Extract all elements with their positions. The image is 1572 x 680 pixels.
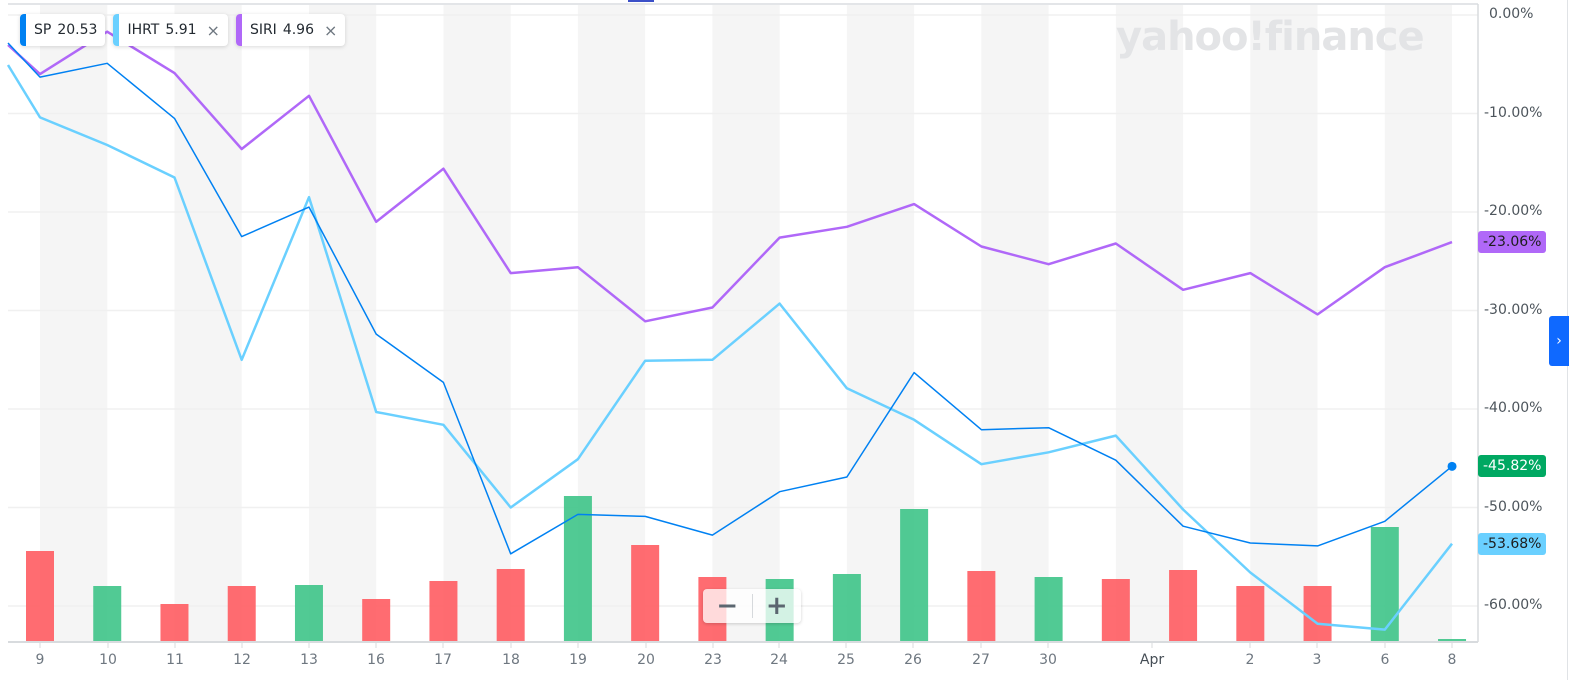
expand-panel-button[interactable]: ›: [1549, 316, 1569, 366]
volume-bar: [832, 574, 861, 642]
y-tick-label: -40.00%: [1484, 400, 1543, 416]
y-tick-label: -30.00%: [1484, 301, 1543, 318]
divider: [751, 594, 753, 618]
column-shade: [308, 4, 377, 642]
x-tick-label: 23: [704, 652, 722, 668]
volume-bar: [429, 581, 458, 642]
legend: SP 20.53 IHRT 5.91 × SIRI 4.96 ×: [20, 14, 346, 46]
volume-bar: [160, 604, 189, 642]
legend-symbol: IHRT: [127, 22, 160, 38]
x-tick-label: 9: [35, 652, 45, 668]
legend-symbol: SP: [34, 22, 52, 38]
x-tick-label: 30: [1039, 652, 1057, 668]
price-tag-sp: -45.82%: [1478, 455, 1547, 477]
column-shade: [1115, 4, 1184, 642]
x-tick-label: 13: [300, 652, 318, 668]
column-shade: [1250, 4, 1318, 642]
x-tick-label: 3: [1312, 652, 1322, 668]
legend-chip-ihrt[interactable]: IHRT 5.91 ×: [113, 14, 228, 46]
volume-bar: [496, 569, 525, 642]
series-line-sp: [7, 42, 1453, 555]
legend-symbol: SIRI: [249, 22, 277, 38]
close-icon[interactable]: ×: [323, 20, 338, 40]
x-tick-label: 11: [166, 652, 184, 668]
column-shade: [981, 4, 1049, 642]
volume-bar: [362, 599, 391, 642]
yahoo-finance-logo: yahoo!finance: [1116, 14, 1425, 60]
volume-bar: [1101, 579, 1130, 642]
x-tick-label: 2: [1245, 652, 1255, 668]
legend-value: 4.96: [282, 22, 314, 38]
zoom-control: − +: [703, 589, 801, 623]
zoom-out-button[interactable]: −: [716, 591, 739, 621]
volume-bar: [1236, 586, 1265, 642]
x-tick-label: 8: [1447, 652, 1457, 668]
last-point-marker: [1447, 461, 1457, 471]
x-tick-label: 19: [569, 652, 587, 668]
y-tick-label: -20.00%: [1484, 203, 1543, 219]
column-shade: [443, 4, 511, 642]
volume-bar: [227, 586, 256, 642]
volume-bar: [1169, 570, 1198, 642]
legend-value: 20.53: [57, 22, 98, 38]
volume-bar: [294, 585, 323, 642]
series-line-siri: [7, 30, 1453, 323]
column-shade: [40, 4, 108, 642]
x-tick-label: 6: [1380, 652, 1390, 668]
volume-bar: [967, 571, 996, 642]
series-line-ihrt: [6, 64, 1453, 631]
x-tick-label: 12: [233, 652, 251, 668]
column-shade: [712, 4, 780, 642]
close-icon[interactable]: ×: [206, 20, 220, 40]
x-tick-label: 24: [770, 652, 788, 668]
x-tick-label: 17: [434, 652, 452, 668]
price-tag-ihrt: -53.68%: [1478, 533, 1547, 555]
price-tag-siri: -23.06%: [1478, 231, 1547, 253]
volume-bar: [26, 551, 54, 642]
y-tick-label: 0.00%: [1489, 6, 1534, 22]
y-tick-label: -60.00%: [1484, 597, 1543, 613]
volume-bar: [631, 545, 660, 642]
y-tick-label: -50.00%: [1484, 498, 1543, 515]
x-tick-label: 20: [637, 652, 655, 668]
color-swatch: [113, 14, 120, 46]
y-tick-label: -10.00%: [1484, 104, 1543, 121]
color-swatch: [20, 14, 26, 46]
color-swatch: [235, 14, 242, 46]
volume-bar: [1438, 639, 1467, 642]
zoom-in-button[interactable]: +: [765, 591, 788, 621]
volume-bar: [563, 496, 592, 642]
x-tick-label: 27: [972, 652, 990, 668]
column-shade: [174, 4, 242, 642]
x-tick-label: 10: [99, 652, 117, 668]
range-indicator: [628, 0, 654, 2]
x-tick-label: 26: [904, 652, 922, 668]
volume-bar: [1303, 586, 1332, 642]
legend-chip-siri[interactable]: SIRI 4.96 ×: [235, 14, 346, 46]
legend-value: 5.91: [165, 22, 197, 38]
x-tick-label: Apr: [1139, 652, 1165, 668]
volume-bar: [93, 586, 122, 642]
volume-bar: [900, 509, 929, 642]
legend-chip-sp[interactable]: SP 20.53: [20, 14, 106, 46]
x-tick-label: 25: [837, 652, 855, 668]
x-tick-label: 18: [502, 652, 520, 668]
volume-bar: [1034, 577, 1063, 642]
volume-bar: [1370, 527, 1399, 642]
x-tick-label: 16: [367, 652, 385, 668]
